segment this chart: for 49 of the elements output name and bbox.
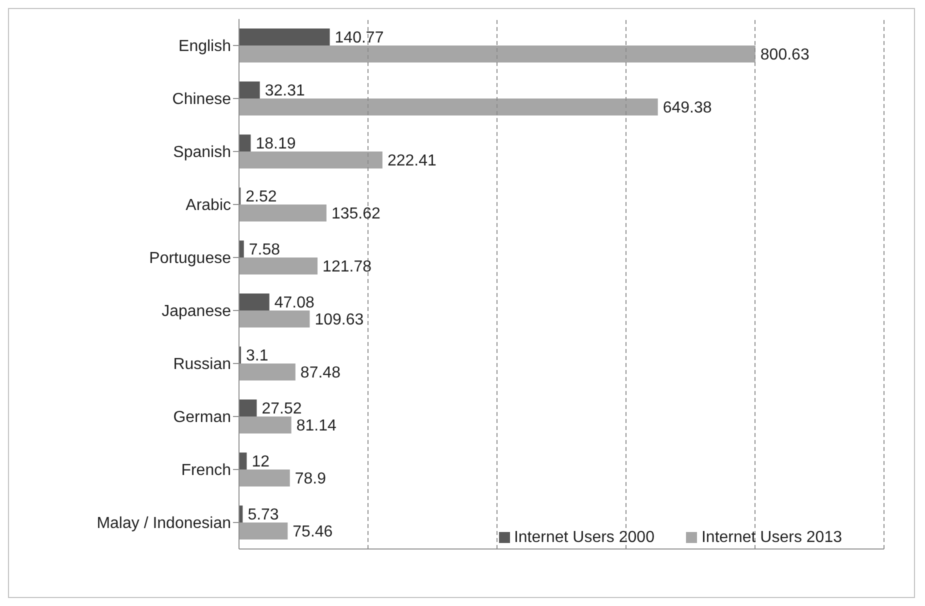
data-label: 5.73: [248, 506, 279, 524]
data-label: 47.08: [274, 294, 315, 312]
y-tick-label: Arabic: [186, 197, 231, 214]
bar: [239, 152, 382, 169]
bar: [239, 204, 326, 222]
y-tick-label: Spanish: [173, 144, 231, 162]
data-label: 800.63: [760, 46, 810, 64]
data-label: 75.46: [292, 524, 333, 541]
data-label: 2.52: [246, 188, 277, 206]
data-label: 649.38: [662, 100, 712, 117]
bar: [239, 240, 244, 258]
data-label: 81.14: [296, 418, 336, 435]
bar: [239, 522, 288, 540]
data-label: 32.31: [264, 82, 305, 100]
y-tick-label: English: [178, 38, 231, 56]
bar: [239, 452, 247, 470]
data-label: 78.9: [294, 470, 326, 488]
y-tick-label: Chinese: [172, 91, 232, 108]
bar: [239, 400, 257, 417]
bar: [239, 28, 330, 46]
y-tick-label: Portuguese: [149, 250, 232, 268]
y-tick-label: Japanese: [162, 303, 232, 320]
data-label: 121.78: [322, 258, 372, 276]
bar: [239, 134, 251, 152]
y-tick-label: Russian: [173, 356, 231, 374]
bar: [239, 364, 296, 381]
y-tick-label: German: [173, 409, 231, 426]
bar: [239, 310, 310, 328]
bar: [239, 470, 290, 487]
data-label: 12: [252, 454, 270, 471]
legend-label: Internet Users 2013: [701, 529, 842, 546]
bar: [239, 82, 260, 99]
y-tick-label: Malay / Indonesian: [96, 515, 231, 532]
data-label: 135.62: [331, 206, 381, 223]
bar: [239, 416, 292, 434]
data-label: 18.19: [256, 136, 296, 153]
bar: [239, 294, 270, 311]
data-label: 27.52: [262, 400, 302, 418]
data-label: 140.77: [334, 30, 384, 47]
bar: [239, 258, 318, 275]
data-label: 87.48: [300, 364, 341, 382]
legend-label: Internet Users 2000: [514, 529, 654, 546]
bar: [239, 46, 756, 63]
bar: [239, 98, 658, 116]
data-label: 3.1: [246, 348, 268, 365]
data-label: 7.58: [248, 242, 280, 259]
data-label: 222.41: [387, 152, 436, 170]
y-tick-label: French: [181, 462, 231, 480]
data-label: 109.63: [314, 312, 364, 329]
